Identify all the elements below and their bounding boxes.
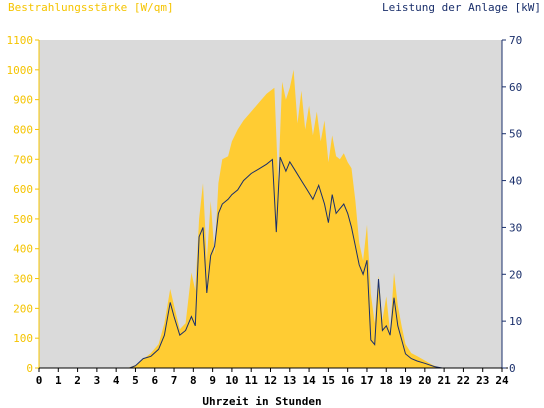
right-tick-label: 70 bbox=[509, 34, 522, 47]
left-tick-label: 200 bbox=[13, 302, 33, 315]
left-tick-label: 800 bbox=[13, 123, 33, 136]
x-tick-label: 17 bbox=[360, 374, 373, 387]
right-axis-title: Leistung der Anlage [kW] bbox=[382, 1, 541, 14]
x-tick-label: 4 bbox=[113, 374, 120, 387]
right-tick-label: 0 bbox=[509, 362, 516, 375]
axes-layer bbox=[38, 40, 508, 369]
series-layer bbox=[39, 69, 502, 369]
x-tick-label: 19 bbox=[399, 374, 412, 387]
x-tick-label: 13 bbox=[283, 374, 296, 387]
left-tick-label: 100 bbox=[13, 332, 33, 345]
x-tick-label: 16 bbox=[341, 374, 355, 387]
x-axis-title: Uhrzeit in Stunden bbox=[202, 395, 321, 408]
irradiance-area bbox=[39, 69, 502, 369]
left-tick-label: 700 bbox=[13, 153, 33, 166]
left-tick-label: 500 bbox=[13, 213, 33, 226]
x-tick-label: 8 bbox=[190, 374, 197, 387]
x-tick-label: 20 bbox=[418, 374, 431, 387]
left-tick-label: 1100 bbox=[7, 34, 34, 47]
right-tick-label: 20 bbox=[509, 268, 522, 281]
x-tick-label: 5 bbox=[132, 374, 139, 387]
right-tick-label: 30 bbox=[509, 221, 522, 234]
x-tick-label: 24 bbox=[495, 374, 509, 387]
x-tick-label: 10 bbox=[225, 374, 238, 387]
x-tick-label: 9 bbox=[209, 374, 216, 387]
left-tick-label: 600 bbox=[13, 183, 33, 196]
x-tick-label: 3 bbox=[94, 374, 101, 387]
x-tick-label: 18 bbox=[380, 374, 393, 387]
x-tick-label: 1 bbox=[55, 374, 62, 387]
x-tick-label: 11 bbox=[245, 374, 259, 387]
left-tick-label: 400 bbox=[13, 243, 33, 256]
right-tick-label: 50 bbox=[509, 128, 522, 141]
x-tick-label: 14 bbox=[302, 374, 316, 387]
left-axis-title: Bestrahlungsstärke [W/qm] bbox=[8, 1, 174, 14]
left-tick-label: 0 bbox=[26, 362, 33, 375]
x-tick-label: 6 bbox=[151, 374, 158, 387]
x-tick-label: 21 bbox=[438, 374, 452, 387]
left-tick-label: 900 bbox=[13, 94, 33, 107]
x-tick-label: 7 bbox=[171, 374, 178, 387]
right-tick-label: 40 bbox=[509, 175, 522, 188]
x-tick-label: 0 bbox=[36, 374, 43, 387]
left-tick-label: 1000 bbox=[7, 64, 34, 77]
x-tick-label: 23 bbox=[476, 374, 489, 387]
x-tick-label: 22 bbox=[457, 374, 470, 387]
x-tick-label: 12 bbox=[264, 374, 277, 387]
right-tick-label: 10 bbox=[509, 315, 522, 328]
right-tick-label: 60 bbox=[509, 81, 522, 94]
x-tick-label: 15 bbox=[322, 374, 335, 387]
power-line bbox=[39, 156, 502, 369]
x-tick-label: 2 bbox=[74, 374, 81, 387]
left-tick-label: 300 bbox=[13, 273, 33, 286]
ticks-layer: 0100200300400500600700800900100011000102… bbox=[7, 34, 523, 387]
